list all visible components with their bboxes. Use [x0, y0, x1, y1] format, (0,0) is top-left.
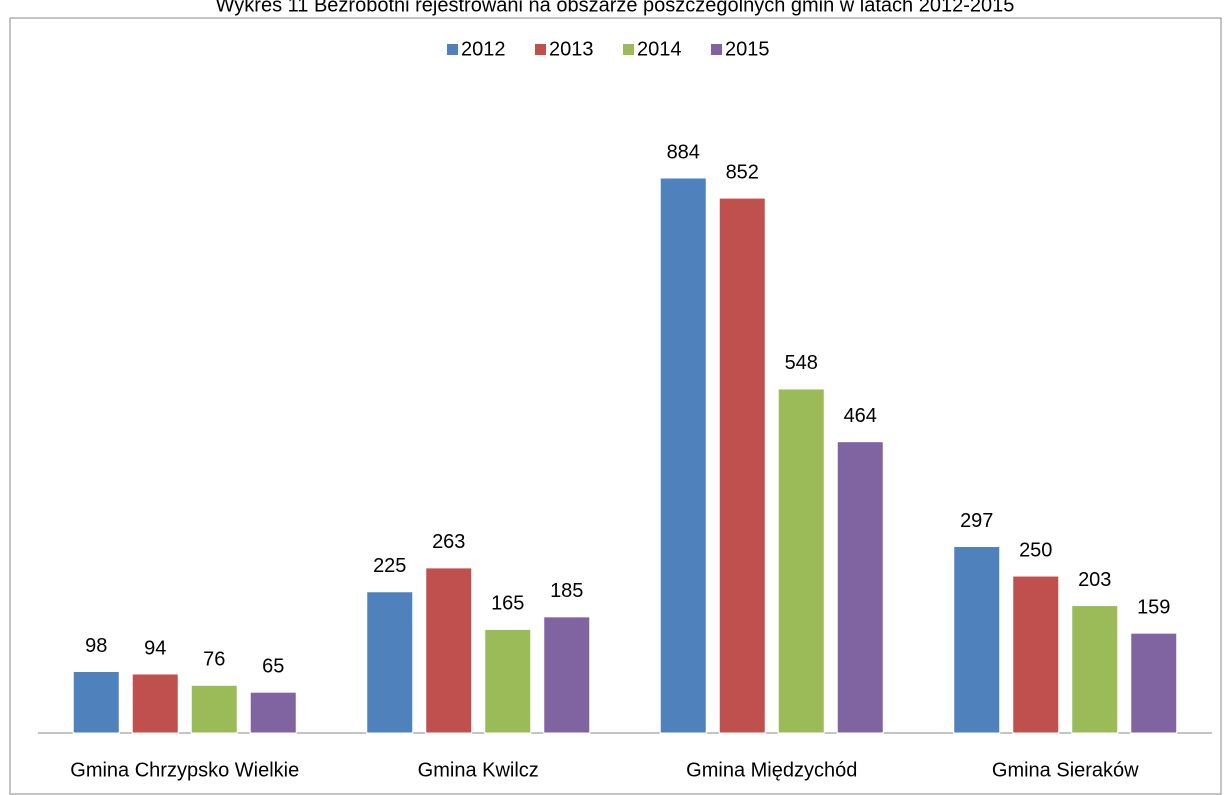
bar [366, 591, 414, 734]
bar [659, 177, 707, 734]
data-label: 250 [1019, 539, 1052, 561]
data-label: 185 [550, 580, 583, 602]
x-tick-label: Gmina Sieraków [992, 759, 1139, 781]
bar [72, 670, 120, 734]
x-tick-label: Gmina Międzychód [686, 759, 857, 781]
data-label: 98 [85, 635, 107, 657]
bar [1012, 575, 1060, 734]
legend-swatch [447, 44, 458, 55]
data-label: 94 [144, 637, 166, 659]
bar [425, 567, 473, 734]
bar [249, 691, 297, 734]
legend-swatch [711, 44, 722, 55]
bar [1130, 632, 1178, 734]
data-label: 464 [844, 405, 877, 427]
x-tick-label: Gmina Chrzypsko Wielkie [70, 759, 299, 781]
chart-title: Wykres 11 Bezrobotni rejestrowani na obs… [216, 0, 1015, 16]
data-label: 165 [491, 593, 524, 615]
legend-swatch [623, 44, 634, 55]
legend-label: 2015 [725, 38, 770, 60]
bar [131, 673, 179, 734]
bar [190, 684, 238, 734]
bar [484, 628, 532, 734]
bar [1071, 605, 1119, 734]
data-label: 76 [203, 649, 225, 671]
data-label: 159 [1137, 596, 1170, 618]
data-label: 65 [262, 655, 284, 677]
legend-label: 2013 [549, 38, 594, 60]
data-label: 263 [432, 531, 465, 553]
data-label: 225 [373, 555, 406, 577]
data-label: 884 [667, 141, 700, 163]
bar [777, 388, 825, 734]
bar [718, 197, 766, 734]
data-label: 548 [785, 352, 818, 374]
legend-swatch [535, 44, 546, 55]
data-label: 852 [726, 161, 759, 183]
data-label: 203 [1078, 569, 1111, 591]
legend-label: 2014 [637, 38, 682, 60]
bar [953, 546, 1001, 734]
legend-label: 2012 [461, 38, 506, 60]
x-tick-label: Gmina Kwilcz [418, 759, 539, 781]
data-label: 297 [960, 510, 993, 532]
bar [836, 441, 884, 734]
bar [543, 616, 591, 734]
